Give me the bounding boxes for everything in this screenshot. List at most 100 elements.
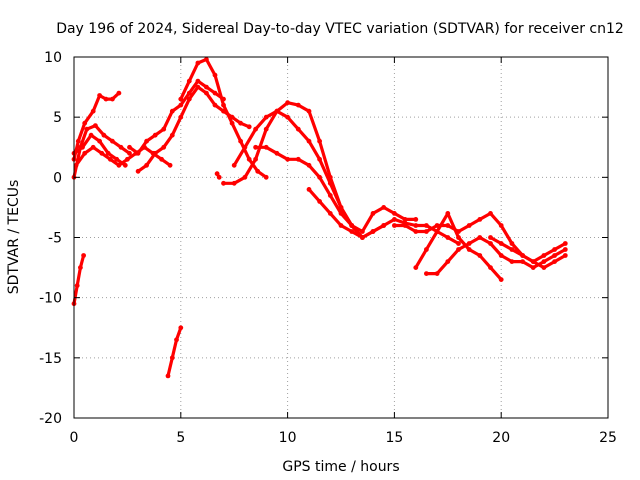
data-point <box>295 156 301 162</box>
x-tick-label: 20 <box>492 430 510 446</box>
data-point <box>306 108 312 114</box>
data-point <box>338 211 344 216</box>
data-point <box>80 144 85 150</box>
series-sat-j <box>254 145 418 234</box>
data-point <box>246 124 252 130</box>
data-point <box>552 247 557 252</box>
x-tick-labels: 0 5 10 15 20 25 <box>70 430 617 446</box>
data-point <box>90 144 96 150</box>
data-point <box>81 253 86 258</box>
data-point <box>204 57 209 62</box>
data-point <box>456 241 461 246</box>
data-point <box>238 138 244 144</box>
data-point <box>238 120 244 126</box>
data-point <box>174 337 179 343</box>
data-point <box>424 271 429 276</box>
y-tick-label: 10 <box>44 50 62 66</box>
x-tick-label: 0 <box>70 430 79 446</box>
data-point <box>285 100 290 106</box>
data-point <box>204 84 209 90</box>
data-point <box>317 156 322 162</box>
data-point <box>152 132 158 138</box>
data-point <box>392 217 397 222</box>
data-point <box>392 223 397 228</box>
data-point <box>445 259 451 264</box>
data-point <box>195 60 201 66</box>
data-point <box>466 247 472 252</box>
y-tick-labels: 10 5 0 -5 -10 -15 -20 <box>39 50 62 427</box>
data-point <box>338 223 344 228</box>
data-point <box>381 223 387 228</box>
data-point <box>306 138 312 144</box>
data-point <box>221 180 226 186</box>
data-point <box>101 132 107 138</box>
data-point <box>263 144 269 150</box>
data-point <box>295 126 301 132</box>
x-tick-label: 25 <box>599 430 617 446</box>
data-point <box>144 138 150 144</box>
data-point <box>562 247 568 252</box>
series-sat-q <box>166 326 183 378</box>
data-point <box>221 102 226 108</box>
data-point <box>263 174 269 180</box>
data-point <box>178 96 184 102</box>
series-sat-e <box>127 79 226 155</box>
series-sat-p <box>72 253 86 306</box>
data-point <box>231 180 237 186</box>
data-point <box>246 156 252 162</box>
data-point <box>488 235 493 240</box>
data-point <box>125 156 130 162</box>
data-point <box>178 325 184 331</box>
data-point <box>97 138 102 144</box>
data-point <box>178 114 184 120</box>
data-point <box>530 259 536 264</box>
x-axis-label: GPS time / hours <box>282 459 399 475</box>
data-point <box>424 229 429 234</box>
data-point <box>413 229 419 234</box>
data-point <box>434 271 440 276</box>
x-tick-label: 10 <box>279 430 297 446</box>
data-point <box>498 241 504 246</box>
data-point <box>445 211 451 216</box>
data-point <box>466 223 472 228</box>
data-point <box>349 223 355 228</box>
data-point <box>541 253 547 258</box>
data-point <box>552 253 557 258</box>
data-point <box>73 162 79 168</box>
data-point <box>116 162 122 168</box>
data-point <box>402 217 408 222</box>
data-point <box>212 102 218 108</box>
data-point <box>165 373 171 379</box>
data-point <box>488 211 493 216</box>
gridlines <box>74 57 608 418</box>
data-point <box>122 162 128 168</box>
x-tick-label: 15 <box>385 430 403 446</box>
y-tick-label: -20 <box>39 411 62 427</box>
data-point <box>105 150 111 156</box>
chart-title: Day 196 of 2024, Sidereal Day-to-day VTE… <box>56 21 624 37</box>
data-point <box>445 235 451 240</box>
data-point <box>118 144 124 150</box>
data-point <box>541 259 547 264</box>
data-point <box>541 265 547 270</box>
data-point <box>413 265 419 270</box>
data-point <box>253 144 258 150</box>
data-point <box>381 205 387 210</box>
y-tick-label: -5 <box>48 231 62 247</box>
data-point <box>167 162 173 168</box>
data-point <box>562 241 568 246</box>
data-point <box>477 253 483 258</box>
data-point <box>214 171 220 177</box>
data-point <box>274 108 280 114</box>
data-point <box>169 108 175 114</box>
data-point <box>562 253 568 258</box>
data-point <box>110 138 115 144</box>
data-point <box>274 150 280 156</box>
data-point <box>327 180 333 186</box>
data-point <box>161 126 167 132</box>
data-point <box>144 162 150 168</box>
data-point <box>231 162 237 168</box>
data-point <box>445 223 451 228</box>
data-point <box>392 211 397 216</box>
